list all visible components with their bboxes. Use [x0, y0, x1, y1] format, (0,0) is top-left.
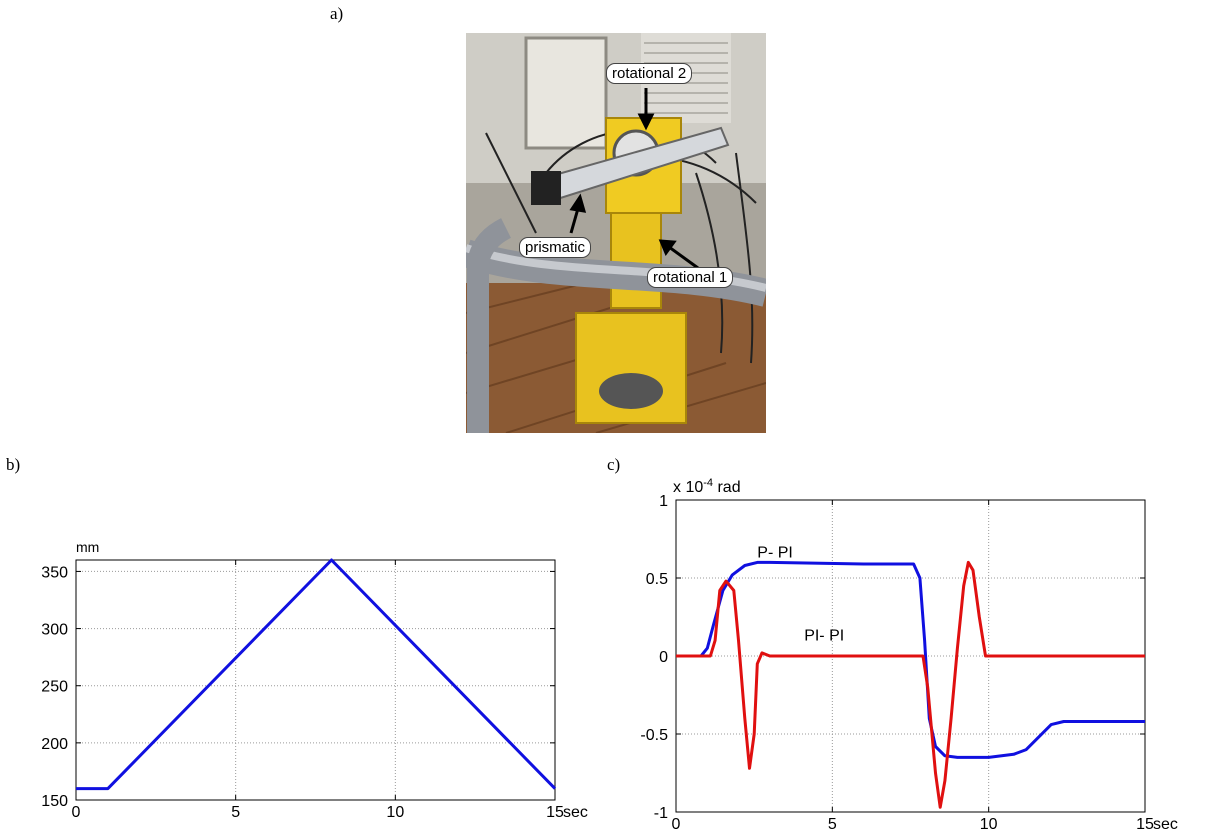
y-tick-label: 350 — [41, 564, 68, 581]
y-tick-label: 300 — [41, 622, 68, 639]
x-axis-label: sec — [563, 804, 588, 821]
y-tick-label: -1 — [654, 805, 668, 822]
x-tick-label: 10 — [980, 816, 998, 833]
series-annotation: PI- PI — [804, 627, 844, 644]
series-line-p-pi — [676, 560, 1145, 759]
series-line-pi-pi — [676, 560, 1145, 809]
x-tick-label: 0 — [72, 804, 81, 821]
y-tick-label: 0.5 — [646, 571, 668, 588]
y-tick-label: 150 — [41, 793, 68, 810]
x-tick-label: 15 — [1136, 816, 1154, 833]
panel-label-b: b) — [6, 455, 21, 474]
x-tick-label: 10 — [386, 804, 404, 821]
y-tick-label: 200 — [41, 736, 68, 753]
axes-frame — [675, 499, 1146, 813]
panel-label-a: a) — [330, 4, 344, 23]
label-rotational-1: rotational 1 — [647, 267, 734, 288]
x-tick-label: 5 — [231, 804, 240, 821]
y-axis-label-base: x 10 — [673, 479, 703, 496]
series-annotation: P- PI — [757, 545, 793, 562]
series-line-0 — [76, 558, 557, 791]
x-tick-label: 15 — [546, 804, 564, 821]
label-rotational-2: rotational 2 — [606, 63, 693, 84]
robot-illustration — [466, 33, 766, 433]
panel-label-c: c) — [607, 455, 621, 474]
y-tick-label: 0 — [659, 649, 668, 666]
y-axis-label-exponent: -4 — [703, 477, 713, 489]
y-tick-label: 250 — [41, 679, 68, 696]
x-tick-label: 0 — [672, 816, 681, 833]
axes-frame — [75, 559, 556, 801]
y-axis-label-unit: rad — [713, 479, 741, 496]
y-axis-label: mm — [76, 539, 99, 555]
y-axis-label: x 10-4 rad — [673, 477, 741, 496]
x-tick-label: 5 — [828, 816, 837, 833]
x-axis-label: sec — [1153, 816, 1178, 833]
y-tick-label: -0.5 — [640, 727, 668, 744]
robot-photo: rotational 2 prismatic rotational 1 — [466, 33, 766, 433]
label-prismatic: prismatic — [519, 237, 592, 258]
y-tick-label: 1 — [659, 493, 668, 510]
